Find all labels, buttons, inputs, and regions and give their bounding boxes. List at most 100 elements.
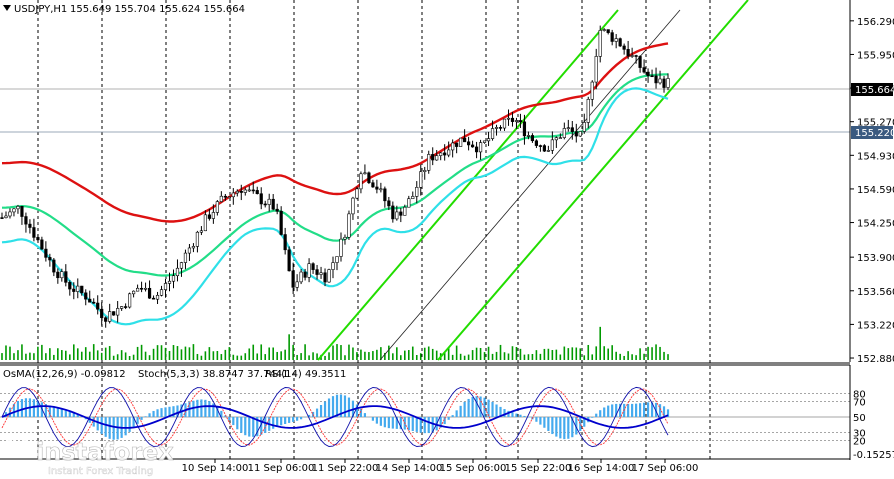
candle-body	[335, 256, 339, 263]
candle-body	[666, 78, 670, 88]
candle-body	[662, 78, 666, 88]
candle-body	[415, 187, 419, 197]
candle-body	[546, 150, 550, 152]
candle-body	[323, 272, 327, 283]
candle-body	[502, 118, 507, 129]
candle-body	[538, 145, 542, 147]
osma-label: OsMA(12,26,9) -0.09812	[3, 369, 126, 380]
price-tick-label-4: 154.930	[857, 151, 894, 162]
candle-body	[199, 230, 204, 233]
dropdown-arrow-icon[interactable]	[3, 5, 11, 11]
candle-body	[167, 280, 172, 284]
candle-body	[518, 120, 523, 123]
candle-body	[311, 263, 315, 270]
candle-body	[267, 198, 271, 205]
candle-body	[419, 171, 423, 188]
candle-body	[566, 127, 570, 129]
candle-body	[215, 201, 219, 213]
candle-body	[482, 140, 487, 143]
candle-body	[522, 121, 527, 137]
candle-body	[570, 127, 574, 132]
candle-body	[634, 55, 638, 57]
candle-body	[407, 198, 411, 208]
candle-body	[48, 257, 52, 261]
candle-body	[574, 131, 578, 137]
level-price-label: 155.220	[855, 128, 894, 139]
candle-body	[498, 127, 503, 129]
candle-body	[52, 259, 56, 273]
candle-body	[582, 122, 586, 132]
candle-body	[223, 195, 227, 198]
candle-body	[147, 287, 152, 299]
candle-body	[526, 135, 531, 137]
candle-body	[626, 49, 630, 57]
candle-body	[4, 215, 8, 219]
candle-body	[594, 56, 598, 83]
candle-body	[427, 154, 431, 171]
candle-body	[586, 98, 590, 123]
candle-body	[239, 190, 243, 193]
candle-body	[494, 127, 499, 129]
candle-body	[602, 29, 606, 31]
candle-body	[542, 145, 546, 152]
candle-body	[40, 239, 44, 250]
brand-tagline: Instant Forex Trading	[48, 466, 153, 477]
candle-body	[187, 247, 192, 254]
time-tick-label-7: 17 Sep 06:00	[632, 463, 699, 474]
price-tick-label-3: 155.270	[857, 118, 894, 129]
time-tick-label-6: 16 Sep 14:00	[568, 463, 635, 474]
candle-body	[44, 248, 48, 258]
candle-body	[36, 237, 40, 241]
candle-body	[530, 135, 535, 142]
candle-body	[379, 188, 383, 191]
candle-body	[514, 120, 519, 122]
candle-body	[395, 211, 399, 220]
candle-body	[60, 271, 64, 279]
candle-body	[28, 223, 32, 228]
candle-body	[163, 283, 168, 290]
candle-body	[423, 170, 427, 172]
price-tick-label-10: 152.880	[857, 354, 894, 365]
candle-body	[16, 206, 20, 210]
candle-body	[88, 298, 92, 303]
candle-body	[92, 301, 96, 304]
candle-body	[435, 155, 439, 161]
ema-slow-line	[1, 42, 669, 223]
candle-body	[439, 152, 443, 156]
price-tick-label-7: 153.900	[857, 253, 894, 264]
candle-body	[195, 231, 200, 247]
candle-body	[490, 128, 495, 139]
candle-body	[431, 154, 435, 161]
time-tick-label-4: 15 Sep 06:00	[440, 463, 507, 474]
candle-body	[478, 142, 483, 153]
candle-body	[455, 142, 459, 147]
candle-body	[12, 208, 16, 213]
candle-body	[96, 302, 100, 310]
candle-body	[159, 289, 164, 296]
candle-body	[255, 190, 259, 195]
candle-body	[84, 292, 88, 300]
candle-body	[470, 144, 475, 148]
stoch-signal-line	[1, 388, 669, 446]
candle-body	[171, 275, 176, 282]
candle-body	[120, 306, 124, 309]
candle-body	[104, 317, 108, 322]
candle-body	[112, 311, 116, 316]
candle-body	[399, 211, 403, 216]
candle-body	[235, 190, 239, 194]
time-tick-label-0: 10 Sep 14:00	[182, 463, 249, 474]
candle-body	[658, 78, 662, 84]
candle-body	[387, 200, 391, 207]
candle-body	[100, 308, 104, 319]
candle-body	[383, 188, 387, 202]
candle-body	[506, 117, 511, 120]
candle-body	[618, 38, 622, 47]
candle-body	[562, 128, 566, 138]
candle-body	[72, 288, 76, 292]
price-tick-label-0: 156.290	[857, 17, 894, 28]
stoch-main-line	[1, 386, 669, 448]
candle-body	[315, 269, 319, 275]
candle-body	[351, 197, 355, 215]
indicator-panel	[0, 386, 850, 448]
trend-channels[interactable]	[317, 0, 749, 361]
